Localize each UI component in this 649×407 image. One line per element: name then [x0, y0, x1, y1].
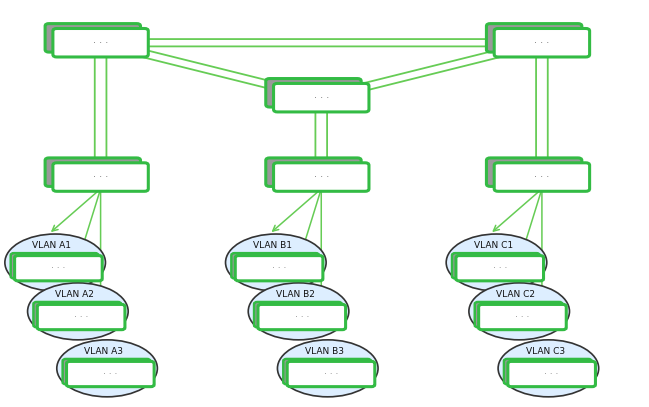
FancyBboxPatch shape: [231, 253, 319, 278]
Text: · · ·: · · ·: [313, 172, 329, 182]
FancyBboxPatch shape: [456, 256, 544, 281]
Text: VLAN C1: VLAN C1: [474, 241, 513, 250]
Text: · · ·: · · ·: [545, 370, 559, 379]
Ellipse shape: [27, 283, 129, 340]
Text: · · ·: · · ·: [493, 264, 507, 273]
Text: · · ·: · · ·: [313, 93, 329, 103]
Text: · · ·: · · ·: [93, 38, 108, 48]
FancyBboxPatch shape: [67, 361, 154, 387]
FancyBboxPatch shape: [508, 361, 596, 387]
Ellipse shape: [5, 234, 105, 291]
FancyBboxPatch shape: [479, 304, 567, 330]
FancyBboxPatch shape: [274, 163, 369, 191]
Text: VLAN C3: VLAN C3: [526, 347, 565, 356]
Ellipse shape: [226, 234, 326, 291]
FancyBboxPatch shape: [487, 24, 582, 52]
Text: VLAN C2: VLAN C2: [496, 290, 535, 299]
Text: VLAN B3: VLAN B3: [305, 347, 344, 356]
Text: VLAN A1: VLAN A1: [32, 241, 71, 250]
FancyBboxPatch shape: [495, 28, 589, 57]
Ellipse shape: [498, 340, 598, 397]
Text: VLAN A3: VLAN A3: [84, 347, 123, 356]
FancyBboxPatch shape: [45, 158, 141, 186]
FancyBboxPatch shape: [287, 361, 375, 387]
Text: · · ·: · · ·: [515, 313, 530, 322]
FancyBboxPatch shape: [452, 253, 540, 278]
Text: · · ·: · · ·: [93, 172, 108, 182]
FancyBboxPatch shape: [10, 253, 99, 278]
FancyBboxPatch shape: [38, 304, 125, 330]
Ellipse shape: [278, 340, 378, 397]
FancyBboxPatch shape: [53, 163, 148, 191]
FancyBboxPatch shape: [254, 302, 341, 327]
Text: · · ·: · · ·: [324, 370, 338, 379]
FancyBboxPatch shape: [34, 302, 121, 327]
FancyBboxPatch shape: [487, 158, 582, 186]
Ellipse shape: [469, 283, 570, 340]
Ellipse shape: [248, 283, 349, 340]
FancyBboxPatch shape: [53, 28, 148, 57]
FancyBboxPatch shape: [504, 359, 592, 384]
Text: · · ·: · · ·: [51, 264, 66, 273]
FancyBboxPatch shape: [235, 256, 323, 281]
FancyBboxPatch shape: [475, 302, 563, 327]
Text: · · ·: · · ·: [534, 172, 550, 182]
Ellipse shape: [447, 234, 546, 291]
FancyBboxPatch shape: [495, 163, 589, 191]
Text: · · ·: · · ·: [272, 264, 286, 273]
FancyBboxPatch shape: [62, 359, 151, 384]
FancyBboxPatch shape: [45, 24, 141, 52]
Text: VLAN B2: VLAN B2: [276, 290, 315, 299]
Text: · · ·: · · ·: [295, 313, 309, 322]
Text: VLAN A2: VLAN A2: [55, 290, 94, 299]
FancyBboxPatch shape: [283, 359, 371, 384]
Text: · · ·: · · ·: [103, 370, 117, 379]
Text: · · ·: · · ·: [534, 38, 550, 48]
FancyBboxPatch shape: [266, 79, 361, 107]
FancyBboxPatch shape: [14, 256, 103, 281]
Ellipse shape: [57, 340, 157, 397]
Text: · · ·: · · ·: [74, 313, 88, 322]
Text: VLAN B1: VLAN B1: [253, 241, 292, 250]
FancyBboxPatch shape: [266, 158, 361, 186]
FancyBboxPatch shape: [274, 83, 369, 112]
FancyBboxPatch shape: [258, 304, 345, 330]
